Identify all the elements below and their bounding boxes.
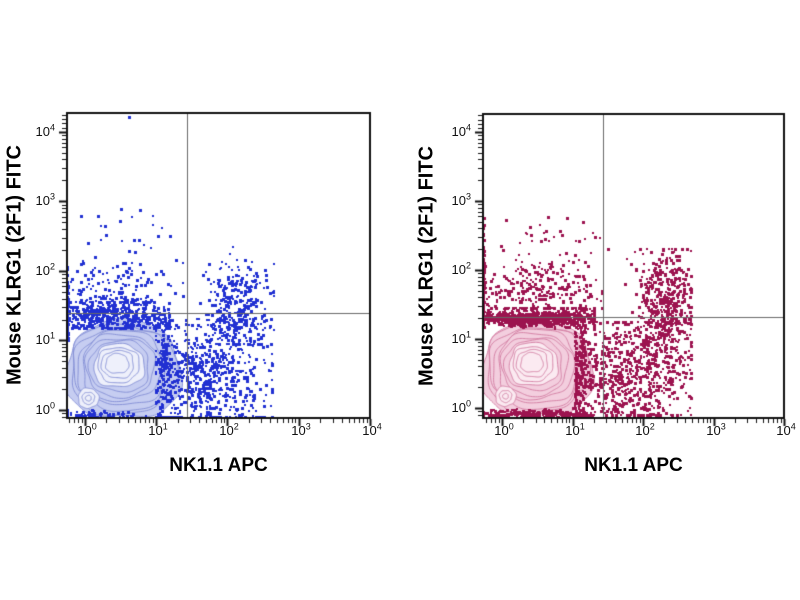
x-tick-label-10e2: 102 — [635, 421, 655, 438]
x-tick-label-10e4: 104 — [362, 421, 382, 438]
x-tick-label-10e3: 103 — [291, 421, 311, 438]
x-tick-label-10e0: 100 — [494, 421, 514, 438]
y-tick-label-10e0: 100 — [451, 398, 471, 415]
x-tick-label-10e3: 103 — [706, 421, 726, 438]
y-axis-title-right-panel: Mouse KLRG1 (2F1) FITC — [415, 145, 438, 387]
y-axis-title-left-panel: Mouse KLRG1 (2F1) FITC — [3, 144, 26, 386]
y-tick-label-10e2: 102 — [35, 261, 55, 278]
y-tick-label-10e2: 102 — [451, 260, 471, 277]
x-axis-title-left-panel: NK1.1 APC — [169, 455, 268, 476]
y-tick-label-10e3: 103 — [451, 191, 471, 208]
y-tick-label-10e4: 104 — [35, 122, 55, 139]
x-tick-label-10e1: 101 — [148, 421, 168, 438]
x-tick-label-10e0: 100 — [77, 421, 97, 438]
flow-plots-canvas — [0, 0, 800, 520]
y-tick-label-10e3: 103 — [35, 191, 55, 208]
x-tick-label-10e1: 101 — [565, 421, 585, 438]
y-tick-label-10e4: 104 — [451, 122, 471, 139]
x-tick-label-10e4: 104 — [776, 421, 796, 438]
y-tick-label-10e1: 101 — [35, 330, 55, 347]
x-tick-label-10e2: 102 — [219, 421, 239, 438]
y-tick-label-10e0: 100 — [35, 400, 55, 417]
x-axis-title-right-panel: NK1.1 APC — [584, 455, 683, 476]
y-tick-label-10e1: 101 — [451, 329, 471, 346]
